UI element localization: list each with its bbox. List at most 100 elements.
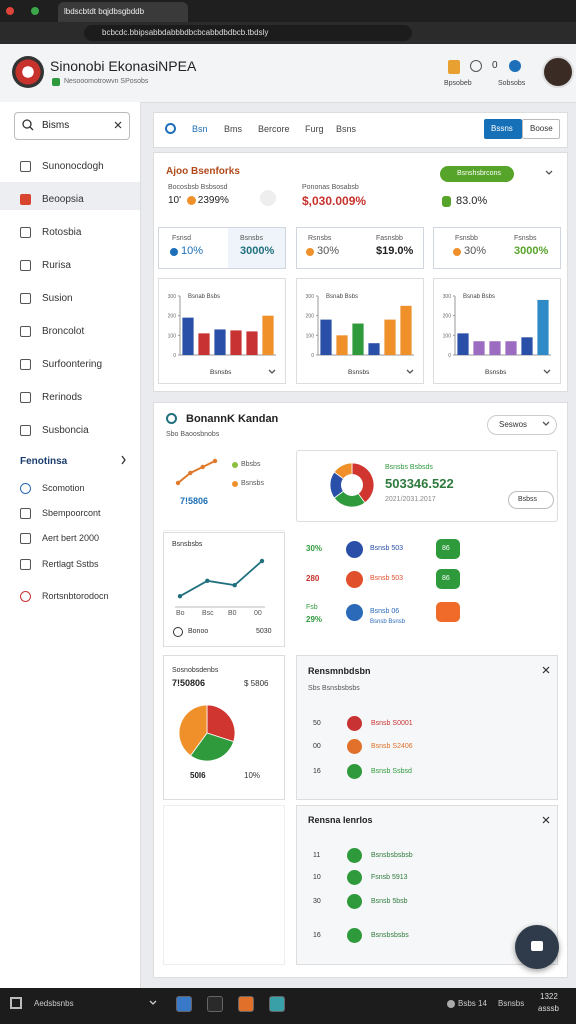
list-icon [346,571,363,588]
stat-value: 10' 2399% [168,195,229,206]
search-box[interactable] [14,112,130,140]
row-text: Bsnsb 5bsb [371,898,408,905]
row-text: Bsnsb S0001 [371,720,413,727]
button-label[interactable]: Bssns [491,124,513,133]
tab[interactable]: Bsn [192,124,208,134]
tab-title[interactable]: lbdscbtdt bqjdbsgbddb [64,7,145,16]
list-badge[interactable] [436,569,460,589]
chart-footer: 5030 [256,628,272,635]
menu-icon [20,227,31,238]
taskbar [0,988,576,1024]
search-text[interactable]: Bisms [42,120,70,131]
sub-card [163,805,285,965]
legend-dot [232,462,238,468]
sub-card [163,655,285,800]
menu-item[interactable]: Surfoontering [42,359,103,370]
kpi-label: Fsnsbs [514,235,537,242]
menu-icon [20,293,31,304]
menu-icon [20,425,31,436]
list-badge[interactable] [436,539,460,559]
row-icon [347,716,362,731]
list-left: 29% [306,615,323,624]
kpi-value: 30% [317,245,340,257]
list-badge-label[interactable]: 86 [442,545,450,552]
footer-icon [173,627,183,637]
tab-icon [165,123,176,134]
kpi-value: 3000% [240,245,275,257]
row-text: Fsnsb 5913 [371,874,408,881]
card-title: BonannK Kandan [186,413,279,425]
menu-item[interactable]: Aert bert 2000 [42,533,100,543]
list-badge-label[interactable]: 86 [442,575,450,582]
dropdown[interactable] [487,415,557,435]
url[interactable]: bcbcdc.bbipsabbdabbbdbcbcabbdbdbcb.tbdsl… [102,28,269,37]
icon-label: Sobsobs [498,80,526,87]
start-icon[interactable] [10,997,22,1009]
x-tick-label: Bo [176,610,185,617]
legend-label: Bsnsbs [241,480,264,487]
primary-button[interactable] [484,119,522,139]
menu-icon [20,194,31,205]
taskbar-app[interactable] [176,996,192,1012]
pie-label: 50I6 [190,771,206,780]
kpi-value: 3000% [514,245,549,257]
row-icon [347,928,362,943]
tab[interactable]: Bercore [258,124,290,134]
menu-item[interactable]: Rertlagt Sstbs [42,559,99,569]
menu-item[interactable]: Beoopsia [42,194,84,205]
icon-label: Bpsobeb [444,80,472,87]
menu-item[interactable]: Scomotion [42,483,85,493]
menu-item[interactable]: Susboncia [42,425,89,436]
sub-card [163,450,285,531]
menu-item[interactable]: Rerinods [42,392,83,403]
sidebar-section[interactable]: Fenotinsa [20,456,68,467]
donut-button-label[interactable]: Bsbss [518,496,538,503]
chart-title: Bsnsbsbs [172,541,203,548]
header-icon [509,60,521,72]
menu-icon [20,326,31,337]
pill[interactable] [440,166,514,182]
menu-item[interactable]: Sbempoorcont [42,508,101,518]
legend-label: Bbsbs [241,461,261,468]
trend-value: 7!5806 [180,496,209,506]
dropdown-label[interactable]: Seswos [499,420,528,429]
taskbar-app[interactable] [207,996,223,1012]
secondary-button[interactable] [522,119,560,139]
tab[interactable]: Furg [305,124,324,134]
donut-button[interactable] [508,491,554,509]
clock-time: 1322 [540,992,558,1001]
row-text: Bsnsbsbsbs [371,932,409,939]
url-field [84,25,412,41]
list-badge[interactable] [436,602,460,622]
kpi-dot [170,248,178,256]
list-text: Bsnsb 503 [370,575,404,582]
stat-label: Pononas Bosabsb [302,184,359,191]
list-icon [346,604,363,621]
menu-item[interactable]: Rotosbia [42,227,82,238]
menu-item[interactable]: Susion [42,293,73,304]
button-label[interactable]: Boose [530,124,553,133]
pie-left: 7!50806 [172,678,206,688]
taskbar-search[interactable]: Aedsbsnbs [34,999,74,1008]
taskbar-app[interactable] [269,996,285,1012]
row-text: Bsnsb S2406 [371,743,413,750]
menu-item[interactable]: Broncolot [42,326,85,337]
x-tick-label: 00 [254,610,262,617]
tab[interactable]: Bms [224,124,242,134]
menu-item[interactable]: Sunonocdogh [42,161,104,172]
app-title: Sinonobi EkonasiNPEA [50,58,197,74]
list-left: 30% [306,544,323,553]
menu-item[interactable]: Rortsnbtorodocn [42,591,109,601]
badge: 0 [492,60,498,71]
tab[interactable]: Bsns [336,124,357,134]
taskbar-app[interactable] [238,996,254,1012]
menu-item[interactable]: Rurisa [42,260,71,271]
subtitle-icon [52,78,60,86]
pill-label[interactable]: Bsnshsbrcons [457,170,501,177]
clock-date: asssb [538,1004,559,1013]
tray-text: Bsbs 14 [458,999,487,1008]
row-icon [347,739,362,754]
tray-icon [447,1000,455,1008]
kpi-value: 30% [464,245,487,257]
